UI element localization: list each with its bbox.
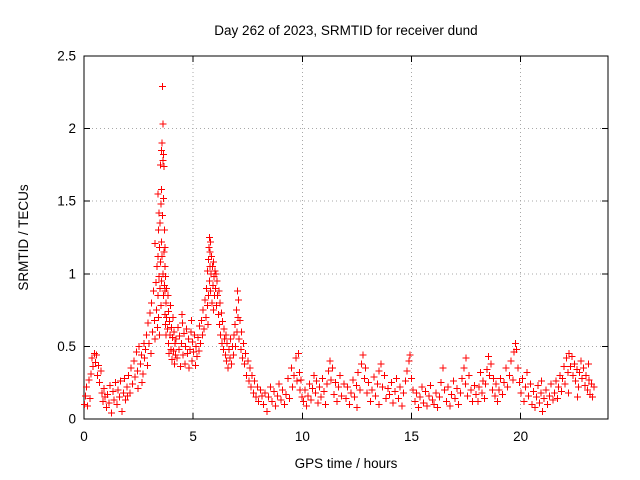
- y-tick-label: 2.5: [57, 49, 76, 64]
- x-axis-label: GPS time / hours: [295, 456, 398, 471]
- x-tick-label: 0: [80, 429, 88, 444]
- y-tick-label: 1.5: [57, 194, 76, 209]
- y-tick-label: 0.5: [57, 339, 76, 354]
- y-tick-label: 0: [68, 412, 76, 427]
- y-tick-label: 2: [68, 121, 76, 136]
- x-tick-label: 5: [189, 429, 197, 444]
- grid-lines: [84, 56, 608, 419]
- x-tick-label: 15: [404, 429, 419, 444]
- y-axis-label: SRMTID / TECUs: [16, 184, 31, 291]
- x-tick-label: 20: [513, 429, 528, 444]
- grid-path: [84, 56, 608, 419]
- chart-title: Day 262 of 2023, SRMTID for receiver dun…: [214, 23, 477, 38]
- x-tick-label: 10: [295, 429, 310, 444]
- x-tick-labels: 0 5 10 15 20: [80, 429, 528, 444]
- axis-ticks: [83, 55, 608, 420]
- tick-marks: [83, 55, 608, 420]
- y-tick-labels: 0 0.5 1 1.5 2 2.5: [57, 49, 76, 427]
- y-tick-label: 1: [68, 266, 76, 281]
- plot-border: [83, 55, 609, 420]
- data-points: [80, 83, 598, 417]
